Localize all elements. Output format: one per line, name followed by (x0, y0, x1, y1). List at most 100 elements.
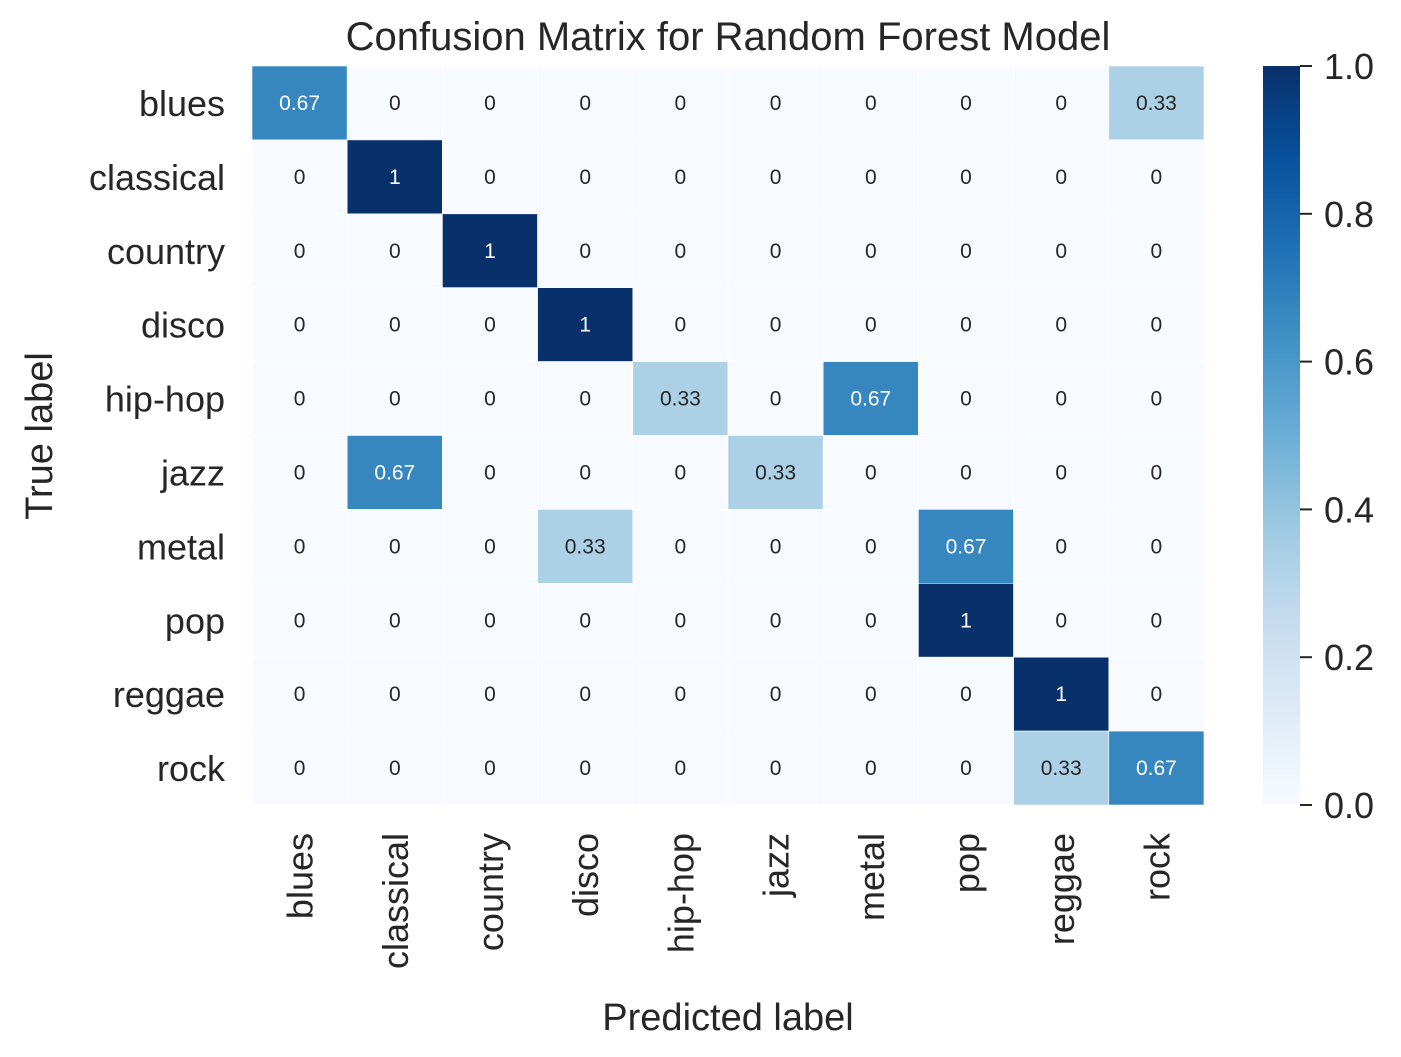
cell-value-label: 0 (675, 609, 687, 632)
heatmap-cell (727, 730, 824, 806)
cell-value-label: 0 (389, 240, 401, 263)
heatmap-cell (537, 582, 634, 658)
cell-value-label: 0 (294, 757, 306, 780)
heatmap-cell (251, 213, 348, 289)
colorbar-tick-label: 0.2 (1324, 637, 1374, 678)
heatmap-cell (918, 509, 1014, 584)
heatmap-cell (251, 656, 348, 732)
heatmap-cell (1108, 139, 1205, 215)
heatmap-cell (442, 213, 538, 289)
x-tick-label: jazz (756, 833, 797, 898)
colorbar-tick-label: 1.0 (1324, 46, 1374, 87)
cell-value-label: 0 (1151, 683, 1163, 706)
heatmap-cell (918, 582, 1014, 658)
colorbar-tick-label: 0.8 (1324, 194, 1374, 235)
y-axis-label: True label (19, 352, 61, 520)
cell-value-label: 0 (675, 92, 687, 115)
heatmap-cell (1013, 287, 1110, 362)
cell-value-label: 0.33 (1041, 757, 1082, 780)
heatmap-cell (537, 287, 634, 362)
cell-value-label: 0 (675, 240, 687, 263)
cell-value-label: 1 (1055, 683, 1067, 706)
heatmap-cell (537, 139, 634, 215)
x-tick-label: classical (375, 833, 416, 969)
cell-value-label: 1 (484, 240, 496, 263)
heatmap-cell (727, 361, 824, 436)
heatmap-cell (1108, 287, 1205, 362)
y-tick-label: reggae (113, 674, 225, 715)
x-tick-label: rock (1136, 832, 1177, 901)
heatmap-cell (822, 213, 919, 289)
heatmap-cell (442, 139, 538, 215)
y-tick-label: pop (165, 600, 225, 641)
cell-value-label: 0 (484, 757, 496, 780)
heatmap-cell (632, 435, 729, 510)
cell-value-label: 0 (294, 609, 306, 632)
heatmap-cell (632, 287, 729, 362)
heatmap-cell (346, 730, 443, 806)
cell-value-label: 0.33 (660, 388, 701, 411)
cell-value-label: 0 (770, 535, 782, 558)
heatmap-cell (918, 287, 1014, 362)
cell-value-label: 0 (579, 388, 591, 411)
cell-value-label: 0 (294, 240, 306, 263)
heatmap-cell (1108, 730, 1205, 806)
y-tick-label: rock (157, 748, 226, 789)
cell-value-label: 0 (484, 461, 496, 484)
heatmap-cell (822, 435, 919, 510)
cell-value-label: 0 (1055, 535, 1067, 558)
heatmap-cell (1013, 139, 1110, 215)
cell-value-label: 0 (865, 683, 877, 706)
cell-value-label: 0 (865, 461, 877, 484)
cell-value-label: 0 (675, 535, 687, 558)
heatmap-cell (537, 435, 634, 510)
cell-value-label: 0 (389, 683, 401, 706)
y-tick-label: classical (89, 157, 225, 198)
cell-value-label: 0 (579, 609, 591, 632)
cell-value-label: 0 (484, 683, 496, 706)
cell-value-label: 0 (484, 535, 496, 558)
cell-value-label: 0 (389, 92, 401, 115)
cell-value-label: 0 (770, 609, 782, 632)
cell-value-label: 0 (1151, 240, 1163, 263)
cell-value-label: 0 (294, 535, 306, 558)
heatmap-cell (442, 361, 538, 436)
heatmap-cell (346, 139, 443, 215)
cell-value-label: 0.67 (1136, 757, 1177, 780)
heatmap-cell (1013, 361, 1110, 436)
colorbar-tick-label: 0.4 (1324, 489, 1374, 530)
cell-value-label: 0 (1055, 461, 1067, 484)
cell-value-label: 0 (294, 166, 306, 189)
heatmap-cell (632, 213, 729, 289)
cell-value-label: 0 (294, 683, 306, 706)
heatmap-cell (1108, 582, 1205, 658)
cell-value-label: 0 (770, 92, 782, 115)
heatmap-cell (1108, 65, 1205, 141)
heatmap-cell (918, 730, 1014, 806)
cell-value-label: 0 (675, 461, 687, 484)
cell-value-label: 0 (294, 461, 306, 484)
cell-value-label: 0.33 (755, 461, 796, 484)
cell-value-label: 0 (1055, 609, 1067, 632)
chart-title: Confusion Matrix for Random Forest Model (346, 15, 1111, 59)
cell-value-label: 0.33 (565, 535, 606, 558)
cell-value-label: 0 (579, 757, 591, 780)
y-tick-label: disco (141, 305, 225, 346)
x-tick-label: hip-hop (660, 833, 701, 953)
cell-value-label: 0 (294, 388, 306, 411)
cell-value-label: 0 (960, 461, 972, 484)
cell-value-label: 0 (770, 757, 782, 780)
x-tick-labels: blues classical country disco hip-hop jazz met… (280, 832, 1178, 969)
cell-value-label: 0 (1151, 388, 1163, 411)
cell-value-label: 0 (484, 314, 496, 337)
heatmap-cell (632, 656, 729, 732)
heatmap-cell (537, 65, 634, 141)
cell-value-label: 0.33 (1136, 92, 1177, 115)
heatmap-cell (727, 435, 824, 510)
heatmap-cell (918, 361, 1014, 436)
heatmap-cell (727, 582, 824, 658)
heatmap-cell (632, 361, 729, 436)
cell-value-label: 0 (865, 240, 877, 263)
heatmap-cell (442, 65, 538, 141)
